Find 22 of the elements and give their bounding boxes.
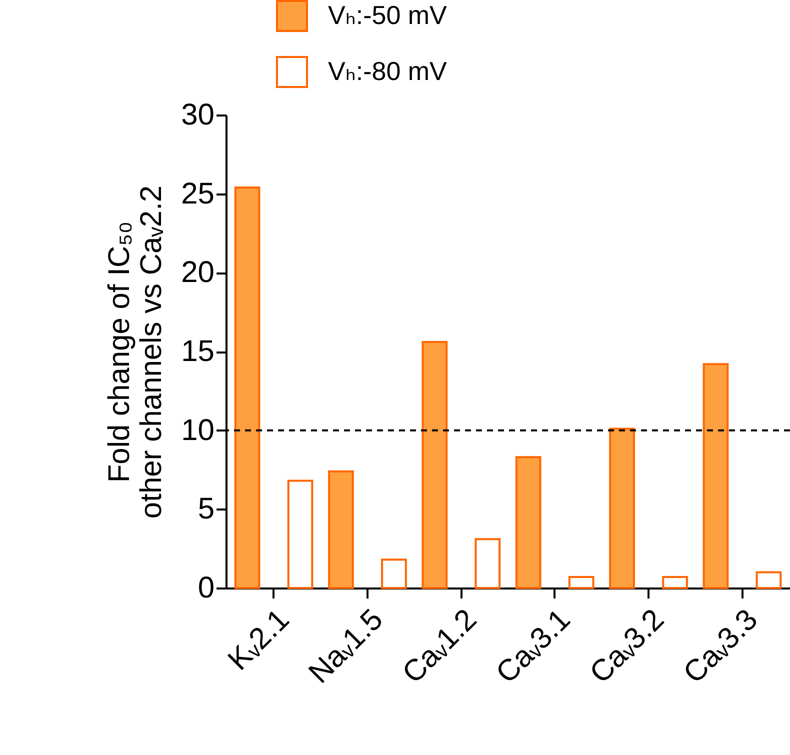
y-tick-label: 25: [181, 177, 214, 210]
bar: [609, 428, 635, 589]
bar: [422, 341, 448, 589]
bar: [515, 456, 542, 589]
y-tick-label: 20: [181, 256, 214, 290]
bar: [474, 538, 501, 589]
bar: [381, 558, 407, 589]
y-tick-label: 30: [181, 98, 214, 132]
y-tick-label: 10: [181, 414, 214, 447]
bar: [234, 186, 260, 589]
bar: [662, 576, 688, 589]
bar: [756, 571, 782, 589]
legend-label: Vₕ:-50 mV: [328, 0, 448, 30]
y-tick-label: 5: [198, 492, 214, 526]
y-tick-label: 15: [181, 335, 214, 368]
bar: [287, 480, 314, 589]
y-axis-title: Fold change of IC₅₀ other channels vs Caᵥ2.2: [103, 185, 168, 519]
bar: [328, 470, 354, 589]
bar: [702, 363, 729, 589]
legend-label: Vₕ:-80 mV: [328, 56, 448, 86]
y-tick-label: 0: [198, 572, 214, 604]
bar: [568, 576, 594, 589]
